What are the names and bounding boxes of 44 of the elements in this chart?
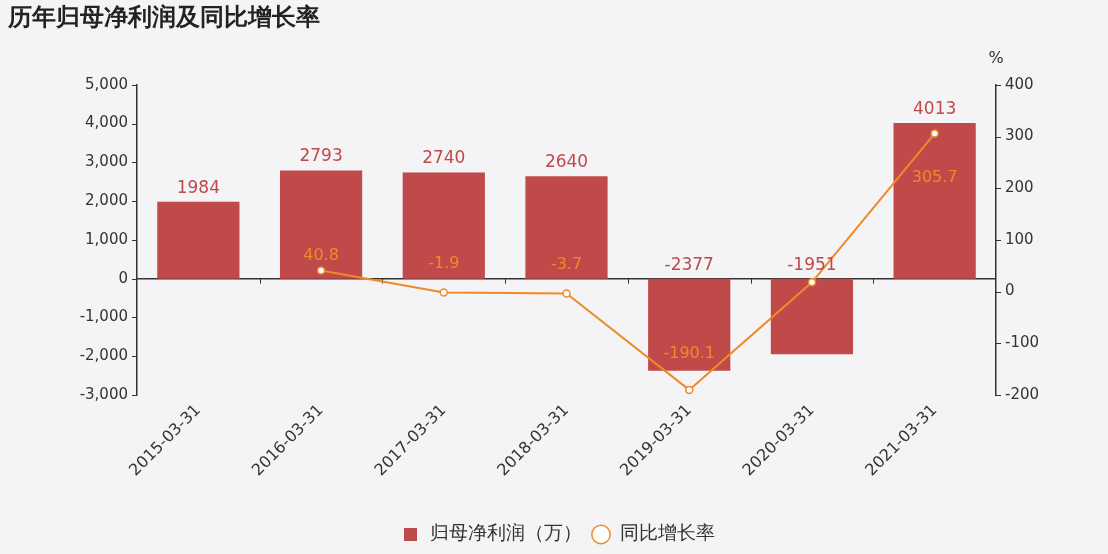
y-tick-label: 4,000 [85,113,128,132]
data-label: 1984 [176,176,220,197]
point [684,385,694,395]
point [807,278,817,287]
y2-tick-label: 0 [1005,281,1015,300]
data-label: 2740 [422,147,466,168]
y2-tick-label: 400 [1005,74,1034,93]
y2-tick-label: -200 [1005,384,1040,403]
y2-axis-title: % [988,47,1004,67]
data-label: -1.9 [428,252,460,272]
y-tick-label: 3,000 [85,152,128,171]
chart-title: 历年归母净利润及同比增长率 [7,2,320,31]
point [316,266,326,275]
bar [893,123,976,279]
data-label: -190.1 [663,343,715,363]
y2-tick-label: -100 [1005,333,1040,352]
y-tick-label: -3,000 [79,384,128,403]
legend-label: 归母净利润（万） [429,521,582,544]
bar [157,201,240,279]
data-label: 40.8 [303,244,339,264]
y-tick-label: 1,000 [85,229,128,248]
data-label: -3.7 [550,253,583,273]
data-label: 2793 [299,145,343,166]
y2-tick-label: 100 [1005,229,1034,248]
bar [279,170,363,279]
y-tick-label: -1,000 [79,307,128,326]
y-tick-label: 2,000 [85,191,128,210]
data-label: 2640 [544,151,589,172]
point [439,288,449,297]
data-label: 305.7 [911,166,958,186]
point [930,129,939,138]
bar [525,176,608,279]
y2-tick-label: 200 [1005,178,1034,197]
point [562,289,571,298]
bar [402,172,485,279]
y-tick-label: 0 [118,268,128,287]
legend-label: 同比增长率 [620,521,715,544]
bar [770,278,854,355]
bar [648,278,731,371]
y-tick-label: -2,000 [79,346,128,365]
data-label: -2377 [664,253,714,274]
y2-tick-label: 300 [1005,126,1034,145]
y-tick-label: 5,000 [85,74,128,93]
data-label: 4013 [913,97,957,118]
